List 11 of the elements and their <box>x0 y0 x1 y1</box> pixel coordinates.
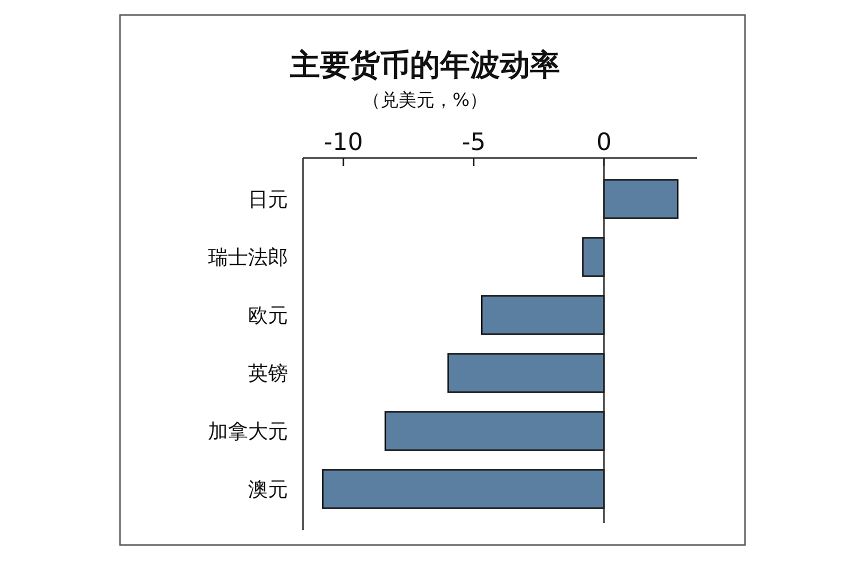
x-tick-label: -5 <box>462 128 486 156</box>
x-tick-label: -10 <box>324 128 363 156</box>
y-tick-label: 英镑 <box>248 361 288 385</box>
y-tick-label: 加拿大元 <box>208 419 288 443</box>
chart-title: 主要货币的年波动率 <box>289 48 560 83</box>
y-tick-label: 瑞士法郎 <box>208 245 288 269</box>
y-tick-label: 日元 <box>248 187 288 211</box>
y-tick-label: 澳元 <box>248 477 288 501</box>
y-tick-label: 欧元 <box>248 303 288 327</box>
chart-subtitle: （兑美元，%） <box>362 90 488 111</box>
x-tick-label: 0 <box>596 128 612 156</box>
